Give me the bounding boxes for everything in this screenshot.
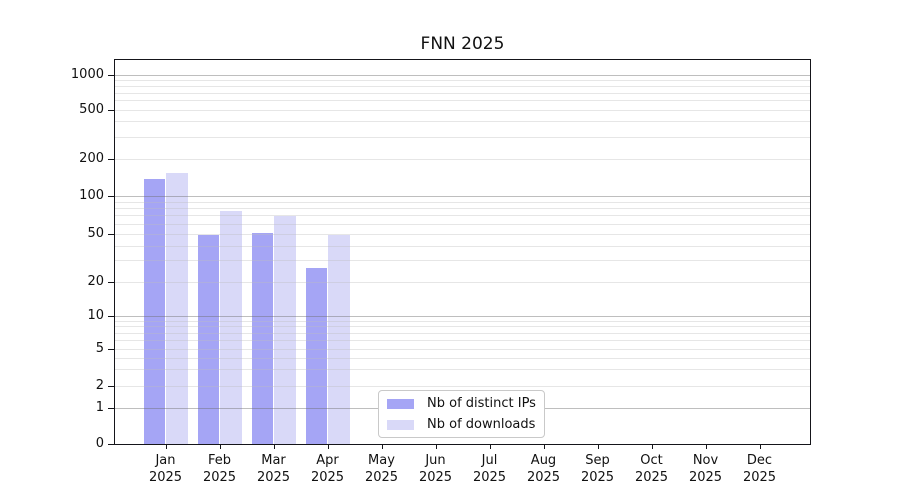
plot-area: [114, 59, 811, 445]
y-tick-label: 1000: [70, 66, 104, 82]
y-tick-mark: [108, 408, 114, 409]
gridline-4: [115, 357, 810, 359]
gridline-1000: [115, 74, 810, 76]
x-tick-label-may: May 2025: [364, 453, 399, 485]
y-tick-label: 5: [95, 340, 104, 356]
x-tick-label-oct: Oct 2025: [634, 453, 669, 485]
legend-label: Nb of downloads: [427, 417, 536, 432]
y-tick-mark: [108, 315, 114, 317]
bar-distinct-ips-feb: [197, 235, 219, 444]
gridline-400: [115, 121, 810, 123]
gridline-700: [115, 92, 810, 94]
y-tick-mark: [108, 385, 114, 387]
bar-distinct-ips-apr: [305, 267, 327, 444]
bar-distinct-ips-jan: [143, 179, 165, 444]
bar-downloads-apr: [328, 235, 350, 444]
gridline-600: [115, 100, 810, 102]
y-tick-label: 200: [79, 150, 104, 166]
chart-title: FNN 2025: [420, 34, 505, 54]
bar-downloads-mar: [274, 216, 296, 444]
gridline-60: [115, 223, 810, 225]
x-tick-mark: [651, 444, 653, 449]
x-tick-label-mar: Mar 2025: [256, 453, 291, 485]
gridline-9: [115, 320, 810, 322]
x-tick-mark: [219, 444, 221, 449]
x-tick-label-dec: Dec 2025: [742, 453, 777, 485]
x-tick-label-apr: Apr 2025: [310, 453, 345, 485]
gridline-8: [115, 326, 810, 328]
y-tick-mark: [108, 109, 114, 111]
legend-row: Nb of downloads: [379, 416, 544, 433]
x-tick-label-jan: Jan 2025: [148, 453, 183, 485]
x-tick-mark: [759, 444, 761, 449]
legend-swatch-distinct-ips: [387, 398, 414, 409]
gridline-6: [115, 339, 810, 341]
gridline-900: [115, 79, 810, 81]
gridline-2: [115, 385, 810, 387]
x-tick-label-feb: Feb 2025: [202, 453, 237, 485]
legend: Nb of distinct IPs Nb of downloads: [378, 390, 545, 438]
x-tick-mark: [435, 444, 437, 449]
bar-downloads-jan: [166, 173, 188, 444]
gridline-100: [115, 195, 810, 197]
y-tick-label: 50: [87, 226, 104, 241]
gridline-3: [115, 369, 810, 371]
y-tick-label: 2: [95, 377, 104, 393]
gridline-7: [115, 332, 810, 334]
y-tick-mark: [108, 195, 114, 197]
y-tick-mark: [108, 234, 114, 235]
gridline-500: [115, 109, 810, 111]
y-tick-mark: [108, 348, 114, 350]
gridline-30: [115, 260, 810, 262]
grid-layer: [115, 60, 810, 444]
y-tick-mark: [108, 281, 114, 283]
x-tick-label-aug: Aug 2025: [526, 453, 561, 485]
x-tick-mark: [705, 444, 707, 449]
y-tick-label: 10: [87, 307, 104, 323]
x-tick-label-jun: Jun 2025: [418, 453, 453, 485]
gridline-80: [115, 208, 810, 210]
gridline-50: [115, 234, 810, 235]
y-tick-label: 100: [79, 187, 104, 203]
x-tick-mark: [597, 444, 599, 449]
gridline-5: [115, 348, 810, 350]
x-tick-mark: [327, 444, 329, 449]
y-tick-label: 500: [79, 101, 104, 117]
x-tick-label-jul: Jul 2025: [472, 453, 507, 485]
y-tick-mark: [108, 444, 114, 445]
gridline-90: [115, 201, 810, 203]
bar-downloads-feb: [220, 210, 242, 444]
y-tick-mark: [108, 158, 114, 160]
x-tick-mark: [273, 444, 275, 449]
bars-layer: [115, 60, 810, 444]
y-tick-label: 1: [95, 400, 104, 415]
gridline-800: [115, 85, 810, 87]
x-tick-label-sep: Sep 2025: [580, 453, 615, 485]
gridline-40: [115, 245, 810, 247]
gridline-300: [115, 136, 810, 138]
x-tick-mark: [543, 444, 545, 449]
x-tick-mark: [489, 444, 491, 449]
bar-distinct-ips-mar: [251, 232, 273, 444]
y-tick-label: 0: [95, 436, 104, 451]
gridline-200: [115, 158, 810, 160]
legend-label: Nb of distinct IPs: [427, 396, 536, 411]
gridline-20: [115, 281, 810, 283]
x-tick-label-nov: Nov 2025: [688, 453, 723, 485]
gridline-70: [115, 215, 810, 217]
legend-swatch-downloads: [387, 419, 414, 430]
x-tick-mark: [381, 444, 383, 449]
y-tick-label: 20: [87, 273, 104, 289]
legend-row: Nb of distinct IPs: [379, 395, 544, 412]
gridline-10: [115, 315, 810, 317]
y-tick-mark: [108, 74, 114, 76]
x-tick-mark: [165, 444, 167, 449]
